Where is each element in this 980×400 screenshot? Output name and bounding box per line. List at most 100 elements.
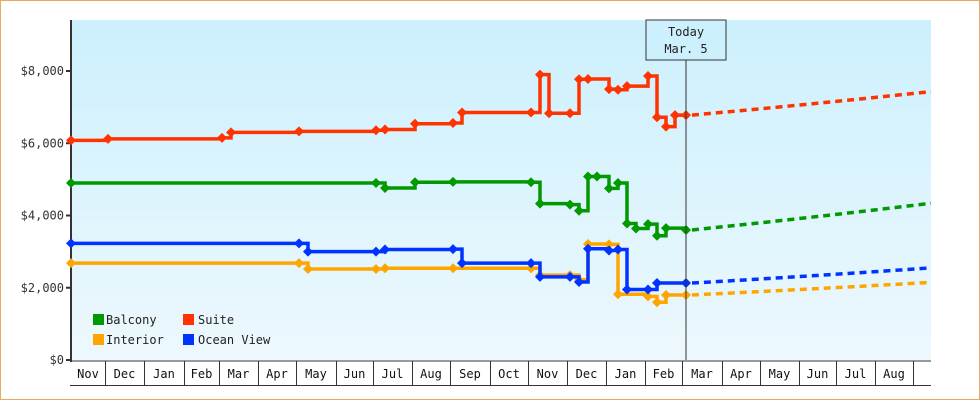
- data-point-suite[interactable]: [565, 108, 575, 119]
- data-point-suite[interactable]: [457, 107, 467, 118]
- x-tick-month: Oct: [498, 367, 520, 381]
- data-point-suite[interactable]: [535, 69, 545, 80]
- legend-item-interior[interactable]: Interior: [93, 333, 164, 347]
- data-point-suite[interactable]: [544, 108, 554, 119]
- forecast-line-suite: [691, 89, 932, 117]
- data-point-ocean-view[interactable]: [613, 244, 623, 255]
- data-point-ocean-view[interactable]: [294, 238, 304, 249]
- data-point-suite[interactable]: [661, 121, 671, 132]
- data-point-ocean-view[interactable]: [303, 246, 313, 257]
- data-point-suite[interactable]: [448, 118, 458, 129]
- data-point-interior[interactable]: [380, 263, 390, 274]
- x-tick-month: Mar: [691, 367, 713, 381]
- data-point-suite[interactable]: [371, 125, 381, 136]
- today-marker: Today Mar. 5: [645, 19, 727, 360]
- data-point-ocean-view[interactable]: [652, 278, 662, 289]
- data-point-suite[interactable]: [613, 84, 623, 95]
- data-point-suite[interactable]: [294, 126, 304, 137]
- data-point-ocean-view[interactable]: [583, 243, 593, 254]
- data-point-balcony[interactable]: [380, 183, 390, 194]
- data-point-balcony[interactable]: [592, 171, 602, 182]
- data-point-ocean-view[interactable]: [604, 245, 614, 256]
- forecast-line-balcony: [691, 201, 932, 232]
- data-point-interior[interactable]: [448, 263, 458, 274]
- x-tick-month: Dec: [576, 367, 598, 381]
- data-point-ocean-view[interactable]: [622, 284, 632, 295]
- x-tick-month: Mar: [228, 367, 250, 381]
- data-point-balcony[interactable]: [643, 219, 653, 230]
- x-tick-month: Jan: [615, 367, 637, 381]
- series-lines: [66, 69, 932, 308]
- data-point-ocean-view[interactable]: [371, 246, 381, 257]
- data-point-balcony[interactable]: [631, 223, 641, 234]
- data-point-ocean-view[interactable]: [380, 244, 390, 255]
- data-point-balcony[interactable]: [652, 230, 662, 241]
- data-point-balcony[interactable]: [661, 223, 671, 234]
- data-point-suite[interactable]: [583, 73, 593, 84]
- x-tick-month: Dec: [114, 367, 136, 381]
- x-tick-month: Apr: [730, 367, 752, 381]
- forecast-line-interior: [691, 280, 932, 297]
- data-point-suite[interactable]: [652, 112, 662, 123]
- data-point-balcony[interactable]: [448, 176, 458, 187]
- data-point-suite[interactable]: [604, 84, 614, 95]
- data-point-suite[interactable]: [526, 107, 536, 118]
- data-point-interior[interactable]: [66, 258, 76, 269]
- data-point-suite[interactable]: [410, 118, 420, 129]
- data-point-balcony[interactable]: [613, 177, 623, 188]
- data-point-suite[interactable]: [622, 81, 632, 92]
- data-point-ocean-view[interactable]: [457, 258, 467, 269]
- legend-label-balcony: Balcony: [106, 313, 157, 327]
- x-axis: Nov Dec Jan Feb Mar Apr May Jun Jul Aug Sep Oct Nov D…: [70, 360, 931, 386]
- x-tick-month: May: [769, 367, 791, 381]
- data-point-suite[interactable]: [380, 124, 390, 135]
- data-point-interior[interactable]: [652, 297, 662, 308]
- data-point-interior[interactable]: [371, 263, 381, 274]
- data-point-balcony[interactable]: [526, 177, 536, 188]
- data-point-suite[interactable]: [670, 110, 680, 121]
- data-point-interior[interactable]: [303, 263, 313, 274]
- data-point-suite[interactable]: [643, 71, 653, 82]
- legend-swatch-balcony: [93, 314, 104, 325]
- legend-label-suite: Suite: [198, 313, 234, 327]
- data-point-balcony[interactable]: [604, 183, 614, 194]
- data-point-interior[interactable]: [604, 239, 614, 250]
- x-tick-month: Jun: [344, 367, 366, 381]
- data-point-ocean-view[interactable]: [643, 284, 653, 295]
- data-point-suite[interactable]: [217, 132, 227, 143]
- data-point-interior[interactable]: [526, 263, 536, 274]
- legend-swatch-suite: [183, 314, 194, 325]
- data-point-balcony[interactable]: [535, 198, 545, 209]
- data-point-suite[interactable]: [66, 135, 76, 146]
- legend-item-balcony[interactable]: Balcony: [93, 313, 157, 327]
- data-point-suite[interactable]: [574, 74, 584, 85]
- legend-item-suite[interactable]: Suite: [183, 313, 234, 327]
- x-tick-month: Apr: [266, 367, 288, 381]
- data-point-balcony[interactable]: [565, 199, 575, 210]
- legend-item-ocean-view[interactable]: Ocean View: [183, 333, 271, 347]
- x-tick-month: May: [305, 367, 327, 381]
- data-point-interior[interactable]: [643, 291, 653, 302]
- legend-swatch-interior: [93, 334, 104, 345]
- data-point-balcony[interactable]: [583, 171, 593, 182]
- data-point-balcony[interactable]: [622, 218, 632, 229]
- data-point-suite[interactable]: [103, 133, 113, 144]
- y-tick-label: $4,000: [21, 209, 64, 223]
- data-point-ocean-view[interactable]: [565, 271, 575, 282]
- data-point-interior[interactable]: [294, 258, 304, 269]
- data-point-balcony[interactable]: [66, 177, 76, 188]
- data-point-balcony[interactable]: [410, 177, 420, 188]
- data-point-ocean-view[interactable]: [66, 238, 76, 249]
- x-tick-month: Nov: [537, 367, 559, 381]
- y-tick-label: $2,000: [21, 281, 64, 295]
- data-point-ocean-view[interactable]: [535, 271, 545, 282]
- data-point-ocean-view[interactable]: [526, 258, 536, 269]
- data-point-balcony[interactable]: [371, 177, 381, 188]
- data-point-interior[interactable]: [661, 289, 671, 300]
- data-point-ocean-view[interactable]: [574, 276, 584, 287]
- data-point-ocean-view[interactable]: [448, 244, 458, 255]
- data-point-balcony[interactable]: [574, 205, 584, 216]
- data-point-suite[interactable]: [226, 127, 236, 138]
- data-point-interior[interactable]: [613, 289, 623, 300]
